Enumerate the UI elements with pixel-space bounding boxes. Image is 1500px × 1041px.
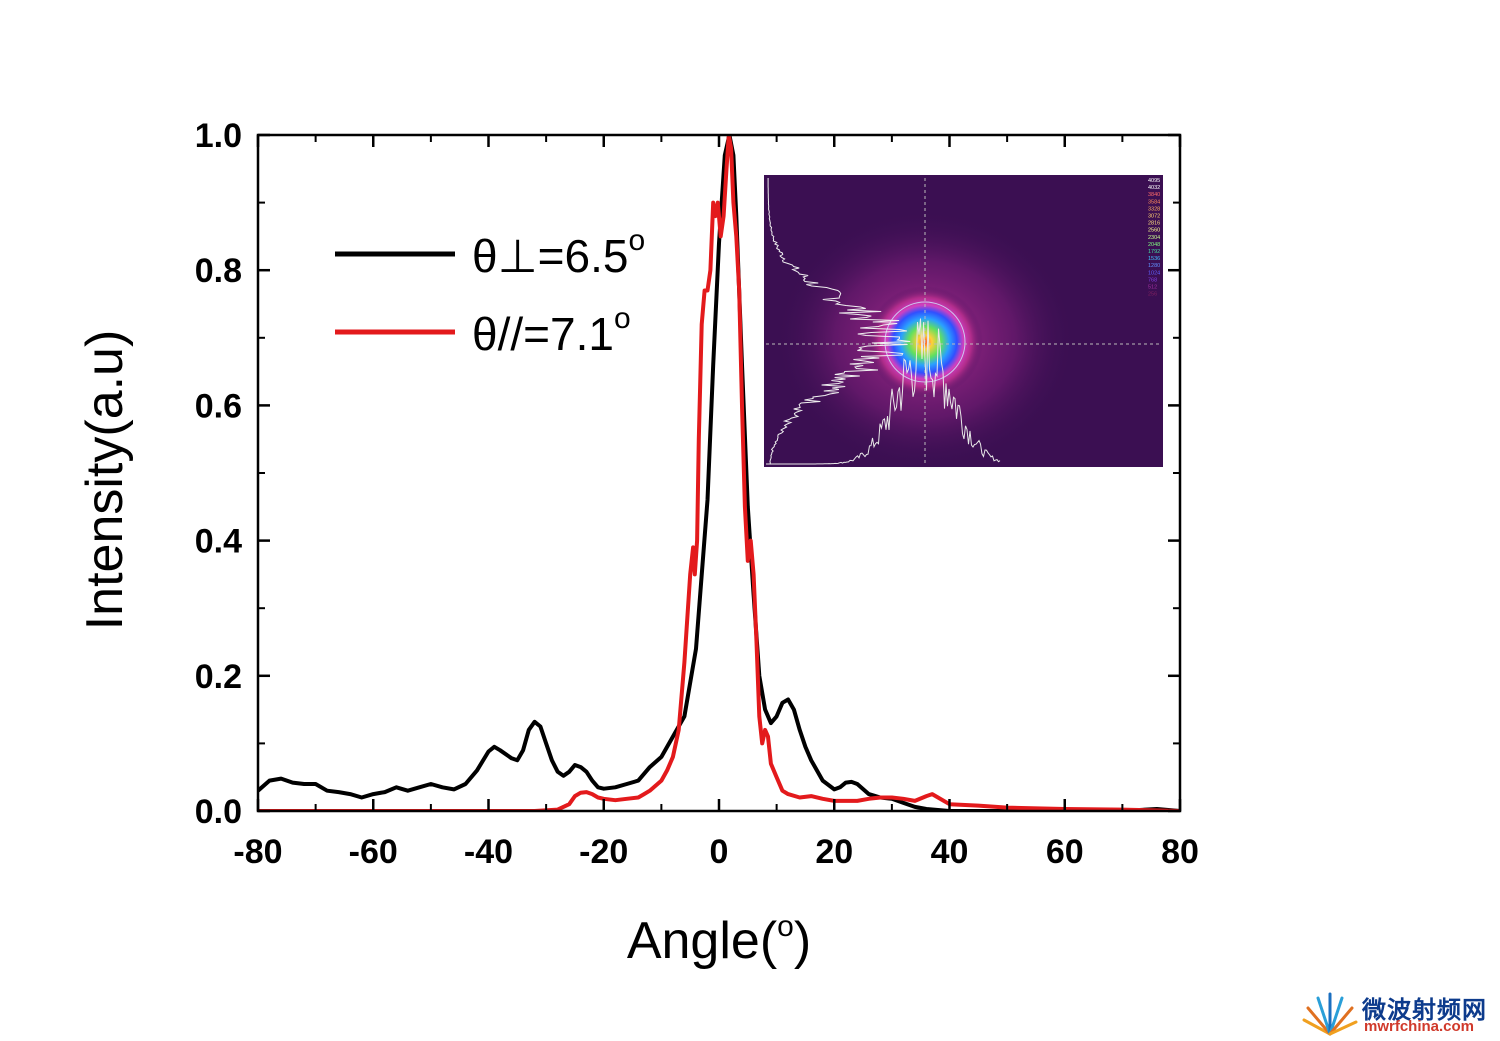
x-tick-label: 40	[931, 833, 969, 871]
colorbar-label: 256	[1148, 292, 1157, 298]
colorbar-label: 4032	[1148, 185, 1160, 191]
x-tick-label: -40	[464, 833, 513, 871]
colorbar-label: 3328	[1148, 206, 1160, 212]
logo-rays-icon	[1302, 992, 1358, 1036]
colorbar-label: 1280	[1148, 263, 1160, 269]
colorbar-label: 3072	[1148, 214, 1160, 220]
colorbar-label: 1792	[1148, 249, 1160, 255]
y-tick-label: 0.8	[195, 252, 242, 290]
inset-horizontal-profile	[766, 318, 1001, 465]
watermark-logo: 微波射频网 mwrfchina.com	[1298, 990, 1498, 1038]
x-tick-label: 80	[1161, 833, 1199, 871]
axis-tick-labels: -80 -60 -40 -20 0 20 40 60 80 0.0 0.2 0.4 0.6 0.8 1.0	[195, 117, 1199, 871]
x-tick-label: 60	[1046, 833, 1084, 871]
colorbar-label: 2816	[1148, 221, 1160, 227]
colorbar-label: 4095	[1148, 178, 1160, 184]
colorbar-label: 3584	[1148, 199, 1160, 205]
colorbar-label: 2048	[1148, 242, 1160, 248]
inset-vertical-profile	[767, 178, 911, 465]
legend-label-theta-parallel: θ//=7.1o	[472, 302, 631, 360]
legend: θ⊥=6.5o θ//=7.1o	[335, 224, 645, 360]
x-tick-label: -80	[233, 833, 282, 871]
axis-ticks	[256, 133, 1182, 813]
series-line-theta-parallel	[258, 135, 1180, 811]
watermark-cn-text: 微波射频网	[1362, 996, 1487, 1024]
colorbar-label: 2560	[1148, 228, 1160, 234]
x-tick-label: -20	[579, 833, 628, 871]
colorbar-label: 768	[1148, 277, 1157, 283]
watermark-url: mwrfchina.com	[1364, 1018, 1475, 1035]
series-line-theta-perp	[258, 135, 1180, 811]
x-tick-label: 0	[710, 833, 729, 871]
colorbar-label: 1536	[1148, 256, 1160, 262]
legend-label-theta-perp: θ⊥=6.5o	[472, 224, 645, 282]
y-tick-label: 1.0	[195, 117, 242, 155]
y-tick-label: 0.0	[195, 793, 242, 831]
y-tick-label: 0.4	[195, 523, 242, 561]
colorbar-label: 1024	[1148, 270, 1160, 276]
colorbar-label: 2304	[1148, 235, 1160, 241]
colorbar-label: 512	[1148, 285, 1157, 291]
x-tick-label: -60	[349, 833, 398, 871]
y-tick-label: 0.2	[195, 658, 242, 696]
colorbar-label: 3840	[1148, 192, 1160, 198]
y-axis-title: Intensity(a.u)	[76, 330, 134, 631]
y-tick-label: 0.6	[195, 387, 242, 425]
x-axis-title: Angle(o)	[627, 910, 811, 970]
x-tick-label: 20	[815, 833, 853, 871]
